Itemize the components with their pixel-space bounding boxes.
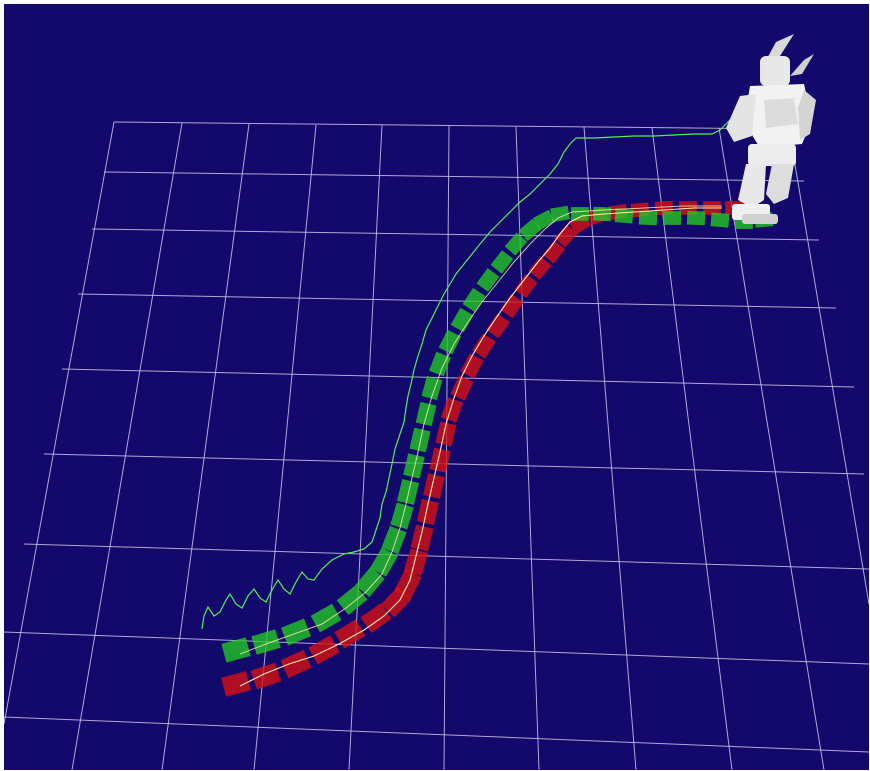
grid-row-line (4, 631, 869, 665)
right-footstep (554, 224, 578, 248)
zmp-trajectory-line (201, 115, 745, 630)
grid-col-line (4, 121, 115, 725)
grid-col-line (651, 127, 733, 770)
ground-grid (4, 121, 869, 770)
right-footstep (440, 397, 464, 423)
left-footstep (504, 232, 528, 256)
grid-row-line (23, 543, 869, 570)
left-footstep (518, 218, 542, 242)
left-footstep (355, 566, 385, 598)
right-footstep (250, 662, 282, 690)
grid-row-line (113, 121, 790, 130)
right-footstep (486, 313, 510, 339)
left-footstep (462, 287, 486, 313)
right-footstep (360, 603, 392, 633)
grid-col-line (71, 122, 183, 770)
left-footstep (550, 205, 570, 223)
left-footstep (429, 351, 451, 377)
left-footstep (686, 210, 706, 226)
grid-col-line (515, 126, 540, 770)
left-footstep (450, 307, 474, 333)
grid-col-line (718, 127, 825, 770)
right-footstep (280, 650, 312, 679)
right-footstep (435, 421, 457, 447)
grid-col-line (161, 123, 250, 770)
left-footstep (415, 401, 437, 427)
left-footstep (532, 209, 556, 231)
left-footstep (409, 427, 431, 453)
left-footstep (251, 629, 281, 655)
grid-col-line (583, 126, 637, 770)
humanoid-robot-icon[interactable] (726, 34, 816, 224)
grid-row-line (91, 228, 820, 241)
grid-row-line (4, 716, 869, 753)
left-footstep (381, 525, 407, 555)
grid-col-line (348, 124, 383, 770)
left-footstep (476, 268, 500, 292)
scene-canvas[interactable] (4, 4, 869, 770)
grid-col-line (253, 124, 317, 770)
right-footstep (429, 447, 451, 473)
right-footstep (514, 274, 538, 298)
grid-row-line (43, 453, 865, 475)
grid-row-line (77, 293, 837, 309)
right-footstep (403, 548, 429, 576)
grid-col-line (788, 128, 869, 605)
right-footstep (308, 635, 340, 665)
left-footstep (490, 250, 514, 274)
right-footstep (450, 375, 474, 401)
left-footstep (638, 210, 658, 226)
grid-col-line (443, 125, 450, 770)
right-footstep (334, 619, 366, 649)
left-footstep (438, 329, 462, 355)
right-footsteps (221, 200, 743, 697)
left-footstep (710, 212, 730, 228)
left-footsteps (221, 205, 774, 663)
right-footstep (472, 333, 496, 359)
right-footstep (500, 293, 524, 319)
left-footstep (280, 618, 312, 646)
right-footstep (416, 498, 440, 526)
right-footstep (460, 353, 484, 379)
left-footstep (403, 453, 425, 479)
com-trajectory-line (239, 207, 722, 687)
left-footstep (390, 502, 414, 530)
right-footstep (410, 524, 434, 552)
right-footstep (423, 473, 445, 499)
com-trajectory-line-secondary (239, 205, 722, 655)
grid-row-line (103, 171, 805, 182)
left-footstep (310, 603, 342, 633)
right-footstep (528, 256, 552, 280)
right-footstep (221, 671, 251, 697)
left-footstep (663, 211, 681, 225)
3d-viewport[interactable] (4, 4, 869, 770)
left-footstep (571, 207, 589, 221)
left-footstep (614, 208, 634, 224)
left-footstep (336, 585, 368, 615)
left-footstep (397, 479, 420, 505)
left-footstep (221, 637, 251, 663)
right-footstep (542, 240, 566, 264)
